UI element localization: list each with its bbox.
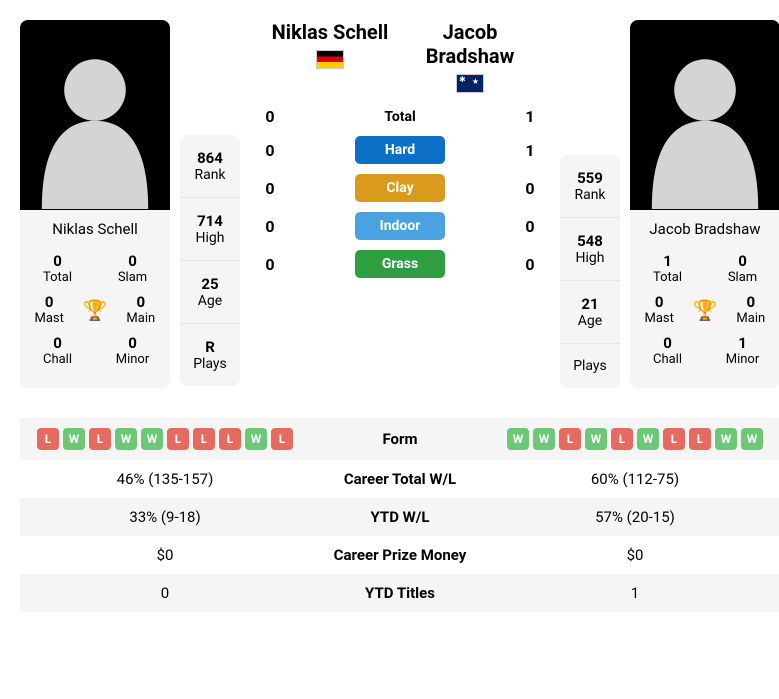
player1-mast: 0Mast [24,293,74,326]
table-row: 0YTD Titles1 [20,574,779,612]
h2h-total-row: 0 Total 1 [260,107,540,126]
table-cell: 46% (135-157) [20,460,310,498]
form-row: LWLWWLLLWL Form WWLWLWLLWW [20,418,779,460]
table-label: YTD W/L [310,508,490,526]
table-label: Career Total W/L [310,470,490,488]
player2-total: 1Total [643,252,693,285]
player1-high: 714High [180,198,240,261]
player2-minor: 1Minor [718,334,768,367]
form-badge: W [585,428,607,450]
form-badge: L [663,428,685,450]
table-row: 33% (9-18)YTD W/L57% (20-15) [20,498,779,536]
player2-name-label: Jacob Bradshaw [630,210,779,248]
h2h-hard-row: 0 Hard 1 [260,136,540,164]
player2-high: 548High [560,218,620,281]
player1-minor: 0Minor [108,334,158,367]
table-cell: $0 [20,536,310,574]
player2-card: Jacob Bradshaw 1Total 0Slam 0Mast 🏆 0Mai… [630,20,779,388]
form-badge: W [507,428,529,450]
player2-info-card: 559Rank 548High 21Age Plays [560,155,620,388]
australia-flag-icon [456,74,484,93]
form-badge: W [245,428,267,450]
comparison-table: LWLWWLLLWL Form WWLWLWLLWW 46% (135-157)… [20,418,779,612]
form-badge: W [115,428,137,450]
player1-chall: 0Chall [33,334,83,367]
player1-slam: 0Slam [108,252,158,285]
player1-plays: RPlays [180,324,240,386]
table-row: 46% (135-157)Career Total W/L60% (112-75… [20,460,779,498]
player1-info-card: 864Rank 714High 25Age RPlays [180,135,240,386]
form-badge: W [741,428,763,450]
h2h-indoor-row: 0 Indoor 0 [260,212,540,240]
table-label: YTD Titles [310,584,490,602]
h2h-clay-row: 0 Clay 0 [260,174,540,202]
form-badge: W [141,428,163,450]
form-badge: L [37,428,59,450]
trophy-icon: 🏆 [83,298,108,322]
player1-name-label: Niklas Schell [20,210,170,248]
player2-main: 0Main [726,293,776,326]
player2-rank: 559Rank [560,155,620,218]
table-row: $0Career Prize Money$0 [20,536,779,574]
player1-card: Niklas Schell 0Total 0Slam 0Mast 🏆 0Main… [20,20,170,388]
form-badge: W [533,428,555,450]
player1-main: 0Main [116,293,166,326]
form-badge: L [271,428,293,450]
trophy-icon: 🏆 [693,298,718,322]
player1-header: Niklas Schell [260,20,400,97]
form-badge: L [193,428,215,450]
player2-slam: 0Slam [718,252,768,285]
player2-plays: Plays [560,344,620,388]
table-cell: 0 [20,574,310,612]
player2-chall: 0Chall [643,334,693,367]
player1-rank: 864Rank [180,135,240,198]
table-cell: 1 [490,574,779,612]
form-badge: W [63,428,85,450]
form-badge: L [689,428,711,450]
player2-avatar [630,20,779,210]
player2-header: Jacob Bradshaw [400,20,540,97]
form-badge: L [219,428,241,450]
table-cell: 57% (20-15) [490,498,779,536]
table-label: Career Prize Money [310,546,490,564]
form-badge: W [715,428,737,450]
player1-avatar [20,20,170,210]
form-badge: W [637,428,659,450]
form-badge: L [89,428,111,450]
table-cell: 60% (112-75) [490,460,779,498]
h2h-grass-row: 0 Grass 0 [260,250,540,278]
table-cell: $0 [490,536,779,574]
form-badge: L [611,428,633,450]
player2-mast: 0Mast [634,293,684,326]
table-cell: 33% (9-18) [20,498,310,536]
form-badge: L [167,428,189,450]
player2-age: 21Age [560,281,620,344]
player1-age: 25Age [180,261,240,324]
germany-flag-icon [316,50,344,69]
form-badge: L [559,428,581,450]
player1-total: 0Total [33,252,83,285]
